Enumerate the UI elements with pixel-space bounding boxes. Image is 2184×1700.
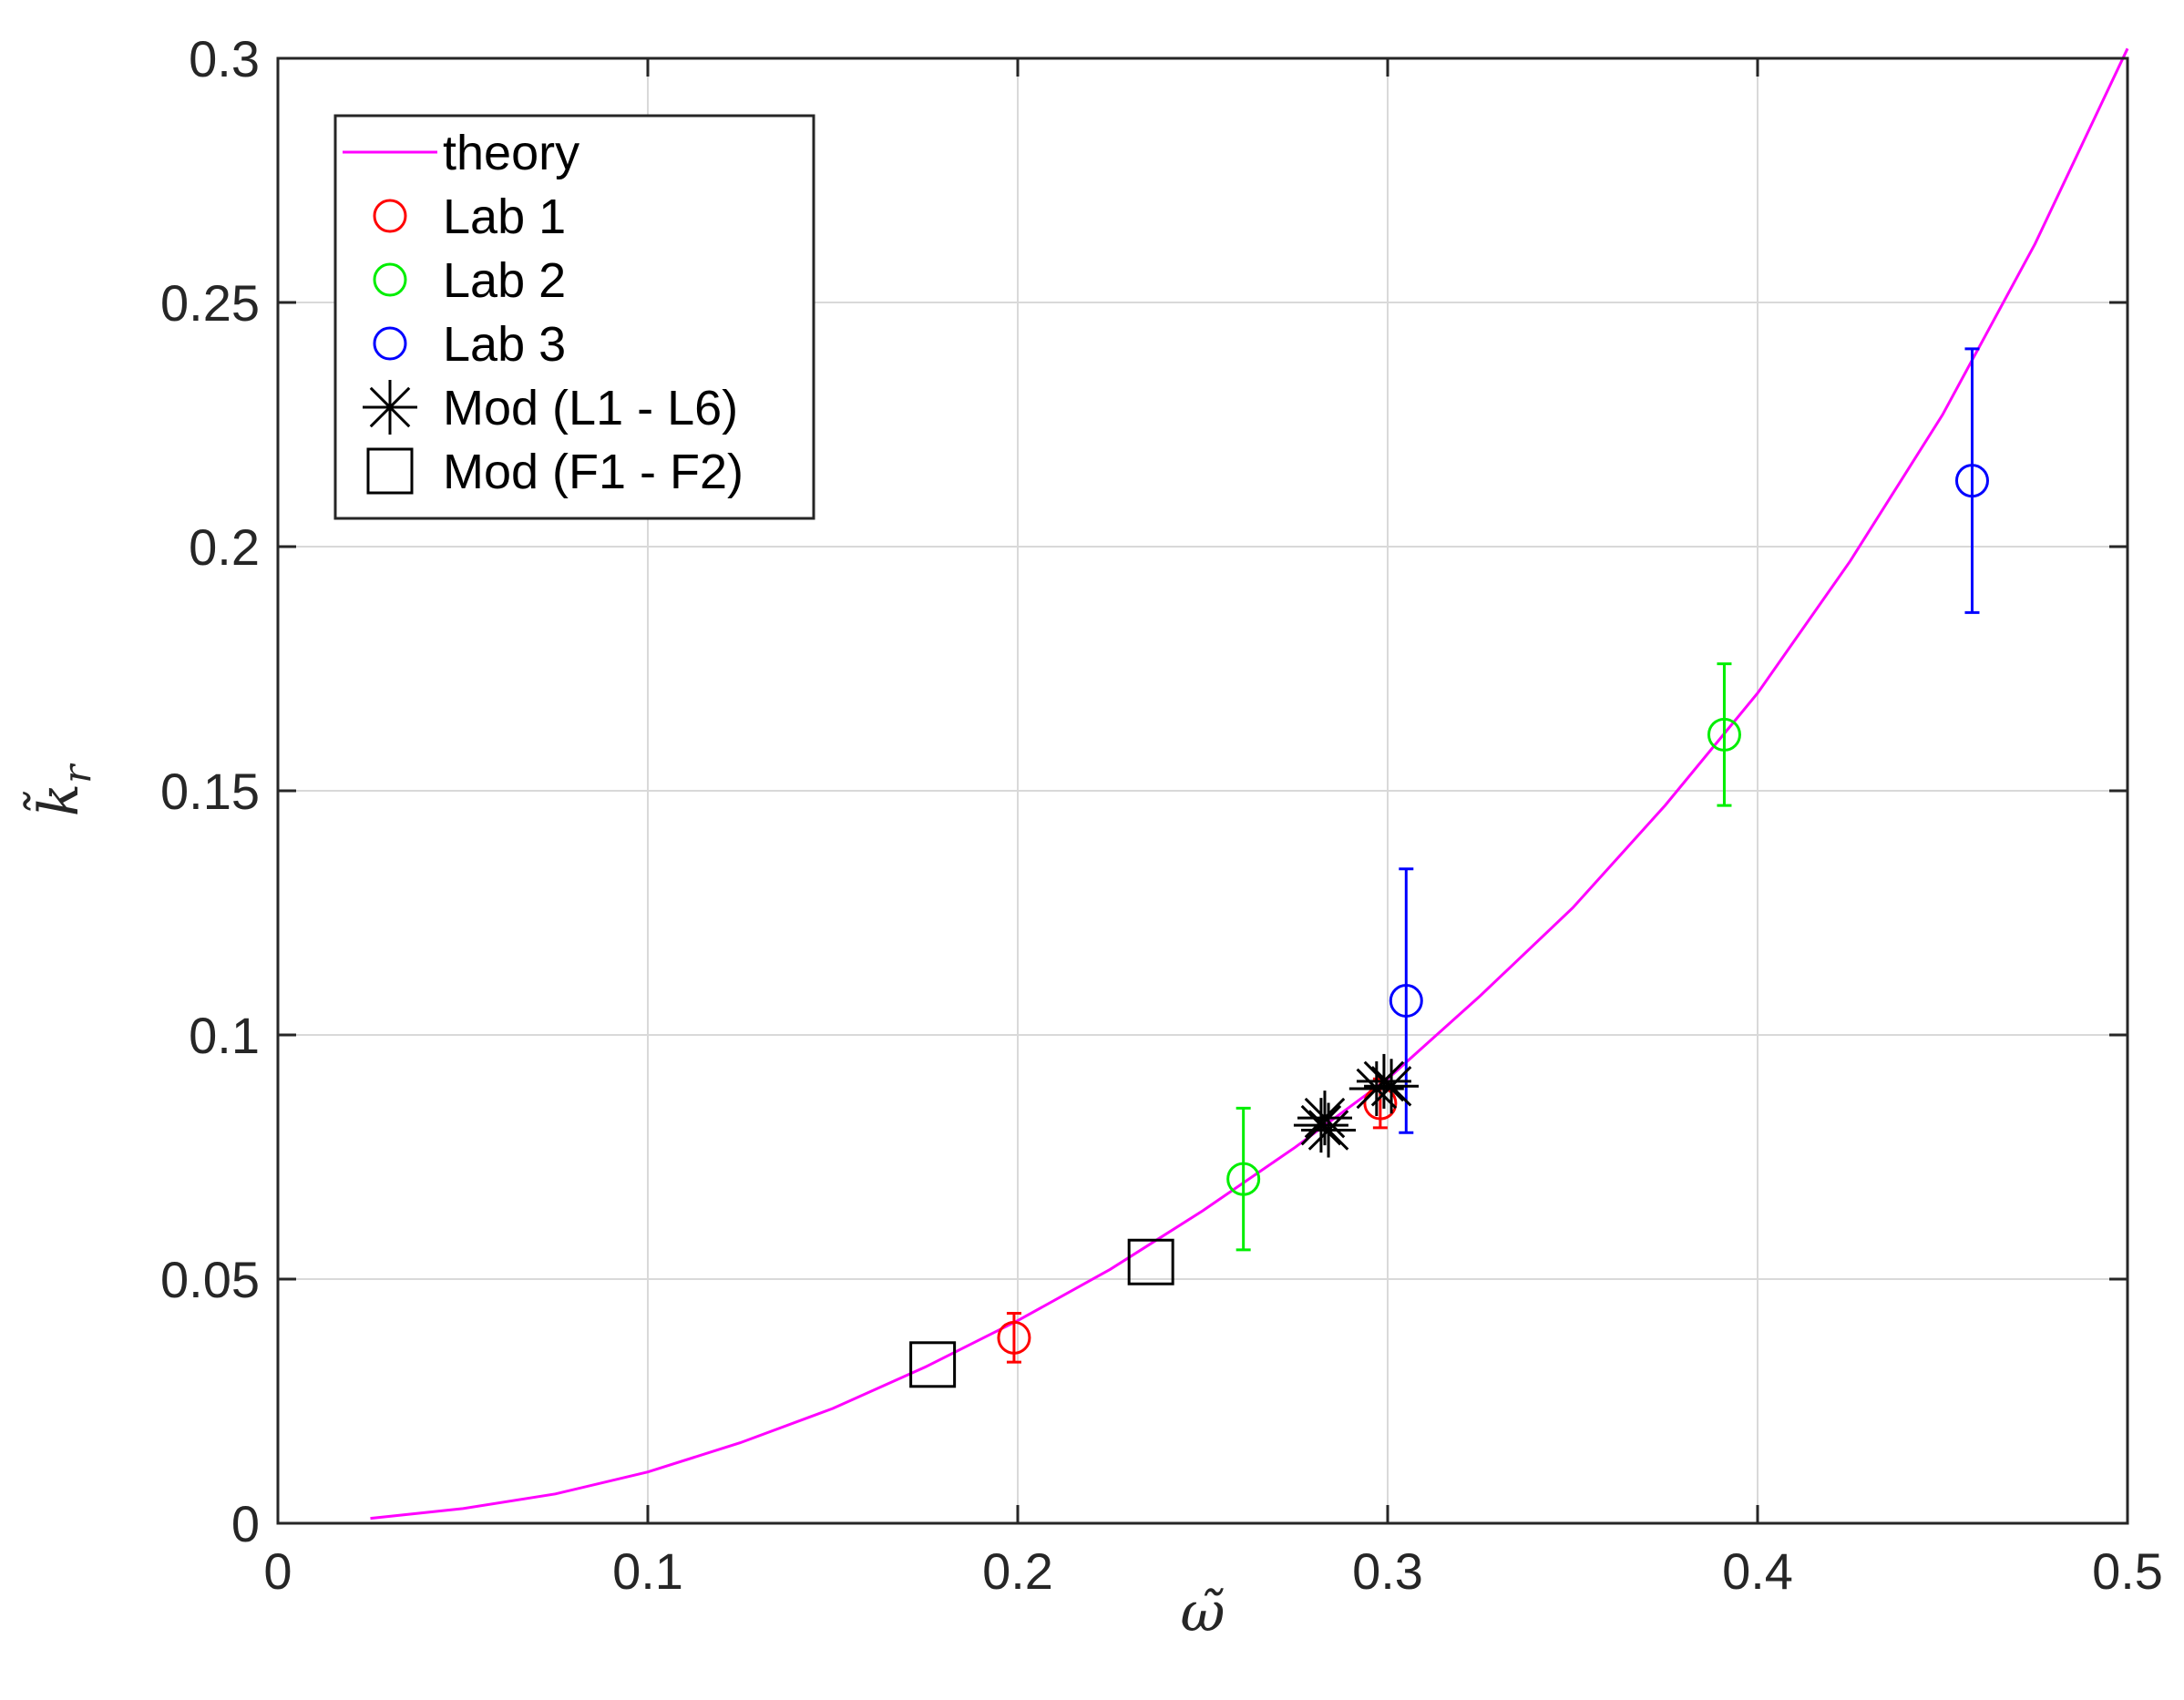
legend-item: theory: [343, 126, 579, 180]
series-layer: [370, 47, 2129, 1521]
legend-circle-swatch: [373, 262, 407, 297]
series-lab-3: [1389, 347, 1989, 1134]
asterisk-marker: [1356, 1053, 1411, 1109]
y-axis-label-subscript: r: [55, 763, 99, 783]
asterisk-marker: [1364, 1059, 1420, 1114]
legend-label: Mod (L1 - L6): [443, 381, 738, 435]
legend-item: Lab 1: [373, 189, 566, 244]
x-tick-label: 0.3: [1352, 1542, 1423, 1600]
legend-asterisk-swatch: [363, 380, 417, 435]
grid: [277, 57, 2128, 1524]
circle-marker: [1707, 717, 1741, 752]
y-tick-label: 0.05: [160, 1251, 260, 1308]
series-mod-l1-l6-: [1293, 1053, 1420, 1158]
legend-box: [333, 114, 815, 520]
legend-item: Lab 2: [373, 253, 566, 308]
legend-item: Lab 3: [373, 317, 566, 372]
legend-label: Lab 2: [443, 253, 566, 308]
ticks: 0 0.1 0.2 0.3 0.4 0.5 0 0.05 0.1 0.15 0.2 0.25 0.3: [160, 30, 2163, 1600]
legend-label: Mod (F1 - F2): [443, 445, 743, 499]
series-lab-1: [997, 1077, 1398, 1364]
error-bar: [1964, 347, 1980, 614]
y-axis-label-main: k̃: [24, 783, 91, 816]
x-axis-label: ω̃: [1181, 1581, 1225, 1644]
asterisk-marker: [1297, 1091, 1352, 1146]
y-tick-label: 0.3: [189, 30, 260, 87]
y-tick-label: 0: [231, 1495, 260, 1552]
legend-item: Mod (L1 - L6): [363, 380, 738, 435]
y-tick-label: 0.2: [189, 518, 260, 576]
series-mod-f1-f2-: [909, 1238, 1174, 1388]
x-tick-label: 0.1: [612, 1542, 683, 1600]
y-tick-label: 0.1: [189, 1007, 260, 1064]
circle-marker: [1389, 983, 1423, 1018]
y-axis-label: k̃r: [24, 763, 99, 816]
x-tick-label: 0.5: [2092, 1542, 2163, 1600]
y-tick-label: 0.25: [160, 274, 260, 332]
circle-marker: [1226, 1162, 1261, 1196]
legend-label: theory: [443, 126, 579, 180]
circle-marker: [1954, 464, 1989, 498]
legend-circle-swatch: [373, 199, 407, 233]
square-marker: [1127, 1238, 1174, 1285]
legend-label: Lab 1: [443, 189, 566, 244]
asterisk-marker: [1301, 1102, 1357, 1158]
error-bar: [1717, 662, 1732, 807]
series-lab-2: [1226, 662, 1741, 1252]
series-theory: [370, 47, 2129, 1521]
legend-circle-swatch: [373, 326, 407, 361]
asterisk-marker: [1293, 1098, 1348, 1153]
legend-label: Lab 3: [443, 317, 566, 372]
x-tick-label: 0.4: [1722, 1542, 1793, 1600]
x-tick-label: 0.2: [982, 1542, 1053, 1600]
circle-marker: [997, 1320, 1031, 1355]
error-bar: [1399, 867, 1414, 1134]
theory-curve: [370, 47, 2129, 1521]
legend: theory Lab 1 Lab 2 Lab 3 Mod (L1 - L6) Mod (F…: [333, 114, 815, 520]
y-tick-label: 0.15: [160, 763, 260, 820]
x-tick-label: 0: [263, 1542, 292, 1600]
square-marker: [909, 1341, 957, 1388]
legend-square-swatch: [366, 447, 414, 495]
legend-item: Mod (F1 - F2): [366, 445, 743, 499]
error-bar: [1236, 1106, 1251, 1252]
